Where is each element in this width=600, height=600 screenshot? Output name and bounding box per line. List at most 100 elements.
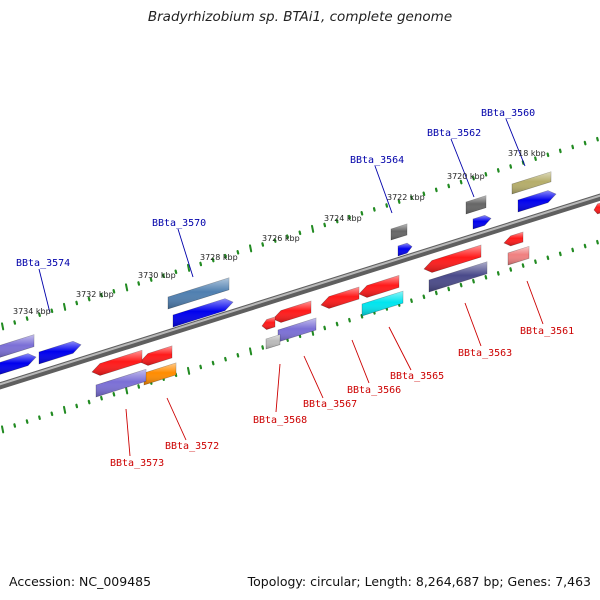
gene-bbta-3561-b[interactable] bbox=[507, 245, 530, 266]
minor-tick bbox=[323, 222, 327, 228]
gene-label-bbta-3563[interactable]: BBta_3563 bbox=[458, 348, 512, 359]
gene-bbta-3561-a[interactable] bbox=[503, 231, 524, 247]
leader-bbta-3564 bbox=[374, 165, 393, 214]
minor-tick bbox=[434, 290, 438, 296]
minor-tick bbox=[459, 282, 463, 288]
gene-bbta-3570-a[interactable] bbox=[167, 277, 230, 310]
major-tick bbox=[1, 322, 5, 331]
minor-tick bbox=[596, 136, 599, 142]
gene-bbta-3562-b[interactable] bbox=[472, 214, 492, 230]
minor-tick bbox=[137, 281, 141, 286]
leader-bbta-3561 bbox=[526, 280, 544, 325]
scale-track-reverse bbox=[1, 239, 599, 434]
minor-tick bbox=[385, 203, 389, 208]
minor-tick bbox=[38, 415, 41, 420]
gene-bbta-3565-b[interactable] bbox=[361, 290, 404, 317]
gene-bbta-3574-c[interactable] bbox=[38, 340, 82, 365]
minor-tick bbox=[484, 274, 488, 280]
minor-tick bbox=[558, 148, 562, 154]
accession-text: Accession: NC_009485 bbox=[9, 574, 152, 589]
minor-tick bbox=[348, 214, 351, 220]
gene-label-bbta-3574[interactable]: BBta_3574 bbox=[16, 258, 70, 269]
minor-tick bbox=[583, 140, 587, 146]
minor-tick bbox=[211, 360, 215, 366]
minor-tick bbox=[199, 261, 203, 267]
gene-bbta-3562-a[interactable] bbox=[465, 195, 487, 215]
minor-tick bbox=[496, 168, 500, 173]
minor-tick bbox=[286, 234, 289, 239]
scale-label: 3734 kbp bbox=[13, 307, 51, 316]
minor-tick bbox=[199, 364, 203, 370]
gene-bbta-3564-a[interactable] bbox=[390, 223, 408, 241]
gene-label-bbta-3565[interactable]: BBta_3565 bbox=[390, 371, 444, 382]
minor-tick bbox=[397, 199, 401, 204]
minor-tick bbox=[447, 183, 451, 189]
gene-bbta-3563-a[interactable] bbox=[423, 244, 482, 273]
gene-label-bbta-3561[interactable]: BBta_3561 bbox=[520, 326, 574, 337]
gene-bbta-3574-a[interactable] bbox=[0, 334, 35, 358]
gene-bbta-3565-a[interactable] bbox=[358, 275, 400, 298]
minor-tick bbox=[484, 171, 488, 177]
gene-bbta-3564-b[interactable] bbox=[397, 242, 413, 257]
minor-tick bbox=[348, 317, 351, 323]
leader-bbta-3568 bbox=[275, 363, 281, 413]
gene-bbta-3570-b[interactable] bbox=[172, 298, 234, 328]
gene-label-bbta-3573[interactable]: BBta_3573 bbox=[110, 458, 164, 469]
scale-label: 3726 kbp bbox=[262, 234, 300, 243]
minor-tick bbox=[360, 313, 364, 319]
scale-label: 3718 kbp bbox=[508, 149, 546, 158]
minor-tick bbox=[571, 144, 575, 150]
forward-gene-labels: BBta_3560 BBta_3562 BBta_3564 BBta_3570 … bbox=[16, 108, 535, 269]
gene-edge-right[interactable] bbox=[593, 202, 600, 215]
gene-bbta-3560-a[interactable] bbox=[511, 171, 552, 195]
major-tick bbox=[249, 244, 253, 253]
leader-bbta-3567 bbox=[303, 355, 324, 399]
gene-bbta-3573-b[interactable] bbox=[95, 368, 147, 398]
gene-label-bbta-3572[interactable]: BBta_3572 bbox=[165, 441, 219, 452]
scale-label: 3724 kbp bbox=[324, 214, 362, 223]
minor-tick bbox=[211, 257, 215, 263]
gene-bbta-3574-b[interactable] bbox=[0, 353, 37, 375]
leader-bbta-3566 bbox=[351, 339, 370, 384]
minor-tick bbox=[25, 316, 29, 321]
minor-tick bbox=[50, 411, 54, 417]
gene-bbta-3563-b[interactable] bbox=[428, 261, 488, 293]
gene-label-bbta-3568[interactable]: BBta_3568 bbox=[253, 415, 307, 426]
minor-tick bbox=[75, 403, 79, 409]
gene-label-bbta-3566[interactable]: BBta_3566 bbox=[347, 385, 401, 396]
minor-tick bbox=[558, 251, 562, 257]
scale-labels: 3718 kbp 3720 kbp 3722 kbp 3724 kbp 3726… bbox=[13, 149, 546, 316]
minor-tick bbox=[335, 218, 339, 224]
minor-tick bbox=[596, 239, 599, 245]
leader-bbta-3562 bbox=[450, 138, 475, 198]
gene-label-bbta-3570[interactable]: BBta_3570 bbox=[152, 218, 206, 229]
gene-label-bbta-3562[interactable]: BBta_3562 bbox=[427, 128, 481, 139]
gene-bbta-3573-a[interactable] bbox=[91, 349, 143, 376]
minor-tick bbox=[410, 298, 413, 303]
gene-bbta-3572-a[interactable] bbox=[139, 345, 173, 366]
gene-bbta-3566[interactable] bbox=[320, 286, 360, 309]
gene-bbta-3568-a[interactable] bbox=[261, 316, 276, 330]
major-tick bbox=[311, 224, 315, 233]
minor-tick bbox=[422, 191, 426, 197]
minor-tick bbox=[261, 345, 265, 350]
minor-tick bbox=[534, 156, 537, 161]
leader-bbta-3573 bbox=[125, 408, 131, 457]
gene-label-bbta-3564[interactable]: BBta_3564 bbox=[350, 155, 404, 166]
gene-label-bbta-3560[interactable]: BBta_3560 bbox=[481, 108, 535, 119]
scale-label: 3722 kbp bbox=[387, 193, 425, 202]
gene-bbta-3567-a[interactable] bbox=[272, 300, 312, 323]
scale-label: 3728 kbp bbox=[200, 253, 238, 262]
minor-tick bbox=[236, 249, 240, 255]
genome-backbone bbox=[0, 193, 600, 390]
gene-bbta-3568-b[interactable] bbox=[265, 334, 281, 350]
minor-tick bbox=[472, 278, 475, 284]
gene-bbta-3560-b[interactable] bbox=[517, 190, 557, 213]
minor-tick bbox=[583, 243, 587, 249]
gene-bbta-3572-b[interactable] bbox=[143, 362, 177, 386]
gene-label-bbta-3567[interactable]: BBta_3567 bbox=[303, 399, 357, 410]
scale-label: 3730 kbp bbox=[138, 271, 176, 280]
leader-bbta-3570 bbox=[177, 228, 194, 278]
